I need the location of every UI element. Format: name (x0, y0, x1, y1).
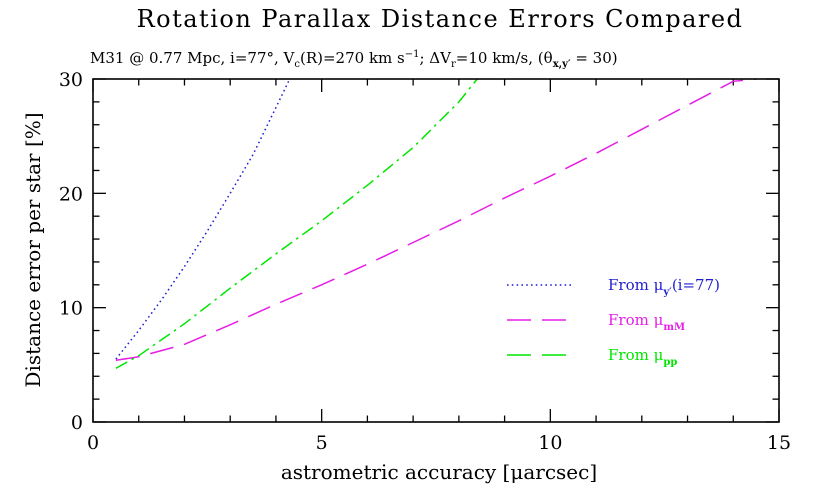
series-line-3 (115, 78, 478, 369)
x-tick-label: 5 (316, 432, 328, 454)
y-tick-label: 10 (59, 298, 83, 320)
plot-frame (92, 78, 780, 423)
x-tick-label: 10 (538, 432, 562, 454)
subtitle-sup-inv: −1 (405, 49, 420, 60)
x-tick-label: 15 (767, 432, 791, 454)
chart-subtitle: M31 @ 0.77 Mpc, i=77°, Vc(R)=270 km s−1;… (90, 49, 618, 70)
y-tick-label: 30 (59, 69, 83, 91)
plot-series (115, 78, 757, 369)
x-axis-label: astrometric accuracy [μarcsec] (281, 460, 597, 484)
subtitle-sub-r: r (451, 59, 456, 70)
subtitle-part-2: (R)=270 km s (300, 49, 405, 67)
legend-label-1: From μy′(i=77) (608, 276, 720, 298)
legend-label-3: From μpp (608, 346, 677, 368)
chart-title: Rotation Parallax Distance Errors Compar… (137, 5, 744, 33)
subtitle-part-5: = 30) (571, 49, 618, 67)
subtitle-part-4: =10 km/s, (θ (456, 49, 553, 67)
subtitle-part-1: M31 @ 0.77 Mpc, i=77°, V (90, 49, 296, 67)
axis-ticks (92, 78, 780, 423)
axis-tick-labels: 0 5 10 15 0 10 20 30 (59, 69, 791, 454)
x-tick-label: 0 (87, 432, 99, 454)
series-line-2 (115, 78, 757, 362)
y-tick-label: 20 (59, 183, 83, 205)
y-tick-label: 0 (71, 412, 83, 434)
subtitle-part-3: ; ΔV (419, 49, 452, 67)
legend-label-2: From μmM (608, 311, 685, 333)
series-line-1 (115, 78, 291, 360)
subtitle-sub-theta: x,y′ (553, 59, 571, 70)
y-axis-label: Distance error per star [%] (21, 112, 45, 387)
subtitle-sub-vc: c (294, 59, 300, 70)
legend: From μy′(i=77) From μmM From μpp (507, 276, 720, 368)
